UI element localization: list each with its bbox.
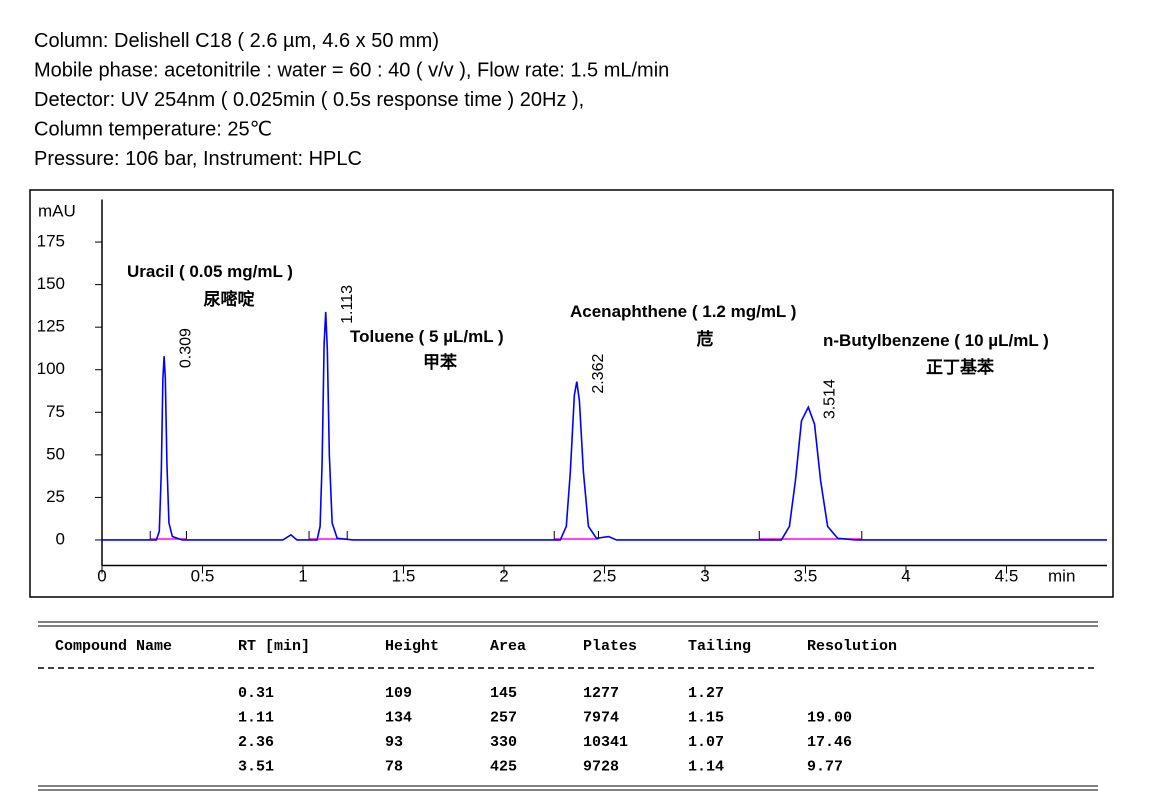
x-tick-label: 0: [97, 566, 106, 585]
table-header: Area: [490, 638, 526, 655]
chart-frame: [29, 189, 1114, 598]
header-line: Detector: UV 254nm ( 0.025min ( 0.5s res…: [34, 89, 584, 111]
table-cell: 134: [385, 710, 412, 727]
y-axis-label: mAU: [38, 201, 76, 220]
table-header: Tailing: [688, 638, 751, 655]
table-cell: 1.15: [688, 710, 724, 727]
chromatogram-trace: [102, 311, 1107, 541]
table-cell: 3.51: [238, 759, 274, 776]
compound-name-cn: 正丁基苯: [926, 357, 994, 377]
table-cell: 9728: [583, 759, 619, 776]
compound-name-cn: 尿嘧啶: [204, 289, 255, 309]
y-tick-label: 0: [56, 529, 65, 548]
table-header: Plates: [583, 638, 637, 655]
table-cell: 10341: [583, 734, 628, 751]
table-cell: 109: [385, 685, 412, 702]
x-tick-label: 4: [901, 566, 910, 585]
table-cell: 145: [490, 685, 517, 702]
table-cell: 19.00: [807, 710, 852, 727]
header-line: Mobile phase: acetonitrile : water = 60 …: [34, 60, 669, 82]
table-cell: 1277: [583, 685, 619, 702]
peak-label: 2.362: [590, 354, 607, 394]
peak-label: 0.309: [177, 328, 194, 368]
x-tick-label: 1: [298, 566, 307, 585]
y-tick-label: 75: [46, 402, 65, 421]
table-cell: 17.46: [807, 734, 852, 751]
x-axis-label: min: [1048, 566, 1075, 585]
table-header: Height: [385, 638, 439, 655]
y-tick-label: 175: [37, 232, 65, 251]
table-cell: 330: [490, 734, 517, 751]
table-cell: 1.27: [688, 685, 724, 702]
header-line: Column: Delishell C18 ( 2.6 µm, 4.6 x 50…: [34, 30, 439, 52]
x-tick-label: 3: [700, 566, 709, 585]
table-cell: 1.14: [688, 759, 724, 776]
y-tick-label: 50: [46, 444, 65, 463]
table-header: RT [min]: [238, 638, 310, 655]
table-cell: 9.77: [807, 759, 843, 776]
compound-name: Toluene ( 5 µL/mL ): [350, 327, 504, 346]
y-tick-label: 25: [46, 487, 65, 506]
table-cell: 93: [385, 734, 403, 751]
compound-name: Uracil ( 0.05 mg/mL ): [127, 262, 293, 281]
x-tick-label: 0.5: [191, 566, 215, 585]
y-tick-label: 150: [37, 274, 65, 293]
table-cell: 1.07: [688, 734, 724, 751]
peak-label: 3.514: [822, 379, 839, 419]
x-tick-label: 3.5: [794, 566, 818, 585]
table-cell: 257: [490, 710, 517, 727]
x-tick-label: 1.5: [392, 566, 416, 585]
table-header: Resolution: [807, 638, 897, 655]
header-line: Pressure: 106 bar, Instrument: HPLC: [34, 148, 362, 170]
table-cell: 0.31: [238, 685, 274, 702]
y-tick-label: 100: [37, 359, 65, 378]
table-cell: 1.11: [238, 710, 274, 727]
compound-name: Acenaphthene ( 1.2 mg/mL ): [570, 302, 796, 321]
table-cell: 7974: [583, 710, 619, 727]
x-tick-label: 4.5: [995, 566, 1019, 585]
peak-label: 1.113: [339, 285, 356, 324]
compound-name-cn: 甲苯: [423, 352, 457, 372]
table-cell: 78: [385, 759, 403, 776]
x-tick-label: 2.5: [593, 566, 617, 585]
compound-name: n-Butylbenzene ( 10 µL/mL ): [823, 331, 1049, 350]
table-cell: 425: [490, 759, 517, 776]
compound-name-cn: 苊: [697, 329, 714, 349]
x-tick-label: 2: [499, 566, 508, 585]
y-tick-label: 125: [37, 317, 65, 336]
header-line: Column temperature: 25℃: [34, 119, 272, 141]
table-header: Compound Name: [55, 638, 172, 655]
table-cell: 2.36: [238, 734, 274, 751]
